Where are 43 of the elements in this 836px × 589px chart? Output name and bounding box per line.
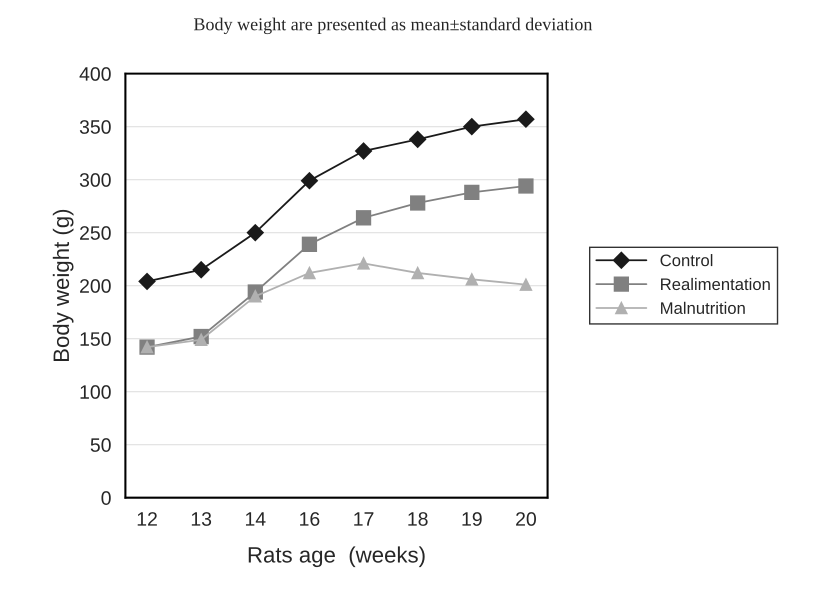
point <box>356 210 372 226</box>
point <box>300 172 318 190</box>
y-tick-label: 200 <box>80 279 111 293</box>
point <box>303 266 316 280</box>
point <box>357 257 370 270</box>
legend-label: Malnutrition <box>661 302 745 314</box>
x-tick-label: 20 <box>516 512 536 526</box>
legend-label: Realimentation <box>661 278 770 290</box>
y-tick-label: 50 <box>90 438 111 452</box>
y-tick-label: 100 <box>80 385 111 399</box>
point <box>409 130 426 148</box>
x-tick-label: 17 <box>354 512 374 526</box>
point <box>194 333 208 346</box>
y-axis-title: Body weight (g) <box>52 210 74 362</box>
point <box>517 110 534 128</box>
y-tick-label: 250 <box>80 226 111 240</box>
y-tick-label: 400 <box>80 67 111 81</box>
point <box>192 261 210 278</box>
point <box>466 273 478 286</box>
y-tick-label: 300 <box>80 173 111 187</box>
x-tick-label: 16 <box>300 512 320 526</box>
point <box>464 184 480 200</box>
point <box>518 178 534 194</box>
point <box>355 142 372 160</box>
x-tick-label: 14 <box>246 512 266 526</box>
y-tick-label: 0 <box>101 491 111 505</box>
x-tick-label: 19 <box>462 512 482 526</box>
point <box>520 278 532 291</box>
chart-title: Body weight are presented as mean±standard deviation <box>194 18 592 34</box>
point <box>411 266 424 280</box>
point <box>246 224 264 242</box>
point <box>410 195 426 211</box>
x-tick-label: 13 <box>192 512 212 526</box>
point <box>463 118 480 136</box>
x-axis-title: Rats age (weeks) <box>248 546 425 568</box>
y-tick-label: 150 <box>80 332 111 346</box>
legend-label: Control <box>660 254 712 266</box>
point <box>249 290 262 303</box>
point <box>302 236 318 252</box>
y-tick-label: 350 <box>80 120 111 134</box>
x-tick-label: 12 <box>138 512 157 526</box>
point <box>138 272 156 290</box>
x-tick-label: 18 <box>408 512 428 526</box>
